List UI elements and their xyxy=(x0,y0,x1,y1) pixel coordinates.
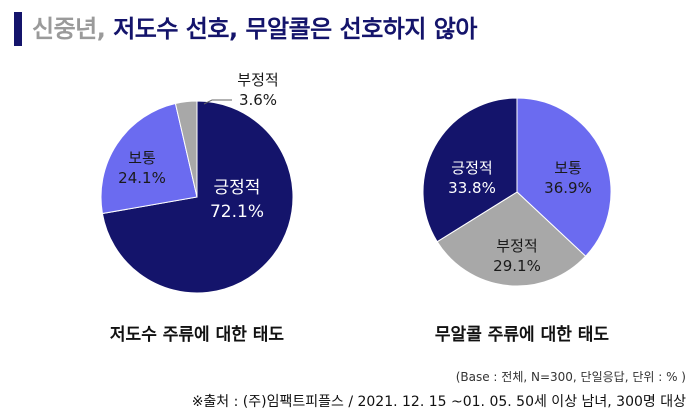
chart-2-slice-3 xyxy=(422,97,518,243)
chart-2-title: 무알콜 주류에 대한 태도 xyxy=(434,325,610,345)
chart-1-leader-line xyxy=(203,99,232,105)
chart-2-slice-2-value: 29.1% xyxy=(493,257,541,275)
chart-1-slice-1 xyxy=(101,100,294,294)
chart-2-slice-1 xyxy=(516,97,612,257)
chart-1-slice-1-label: 긍정적 xyxy=(214,178,261,198)
source-note: ※출처 : (주)임팩트피플스 / 2021. 12. 15 ~01. 05. … xyxy=(191,394,686,410)
title-main: 저도수 선호, 무알콜은 선호하지 않아 xyxy=(105,15,477,43)
chart-1-slice-3 xyxy=(174,100,198,198)
chart-1-slice-1-value: 72.1% xyxy=(210,202,264,222)
chart-1-slice-2-label: 보통 xyxy=(128,149,156,167)
chart-2-slice-3-label: 긍정적 xyxy=(451,159,492,177)
chart-1-slice-3-label: 부정적 xyxy=(237,71,278,89)
page-title: 신중년, 저도수 선호, 무알콜은 선호하지 않아 xyxy=(32,12,477,46)
title-prefix: 신중년, xyxy=(32,15,106,43)
chart-1-slice-2-value: 24.1% xyxy=(118,169,166,187)
chart-2-slice-2 xyxy=(436,191,587,287)
chart-2-slice-1-value: 36.9% xyxy=(544,179,592,197)
chart-2-slice-2-label: 부정적 xyxy=(496,237,537,255)
chart-1-slice-2 xyxy=(100,102,198,215)
chart-1-slice-3-value: 3.6% xyxy=(239,91,277,109)
chart-1-title: 저도수 주류에 대한 태도 xyxy=(109,325,285,345)
chart-2-slice-1-label: 보통 xyxy=(554,159,582,177)
title-accent-bar xyxy=(14,12,22,46)
base-note: (Base : 전체, N=300, 단일응답, 단위 : % ) xyxy=(455,370,686,384)
chart-2-slice-3-value: 33.8% xyxy=(448,179,496,197)
